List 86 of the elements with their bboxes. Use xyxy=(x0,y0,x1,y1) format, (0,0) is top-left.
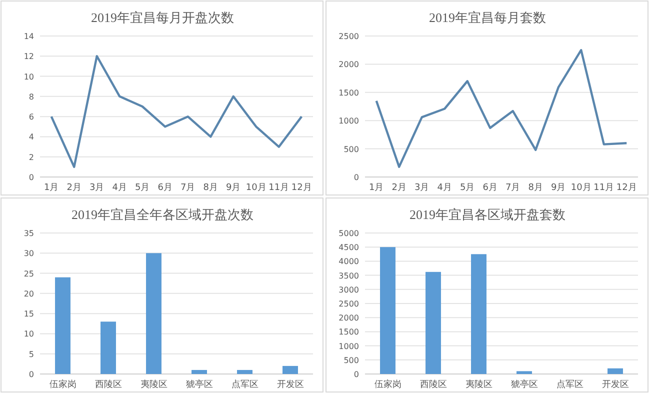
bar xyxy=(380,247,396,374)
y-tick-label: 3500 xyxy=(338,271,359,280)
y-tick-label: 0 xyxy=(354,173,359,182)
bar xyxy=(426,272,441,374)
y-tick-label: 6 xyxy=(28,112,34,122)
y-tick-label: 1000 xyxy=(338,116,359,126)
bar xyxy=(516,371,532,374)
y-tick-label: 1500 xyxy=(338,328,359,337)
line-series xyxy=(375,49,628,168)
y-tick-label: 2500 xyxy=(338,300,359,308)
x-tick-label: 点军区 xyxy=(231,379,258,390)
bar xyxy=(100,322,116,374)
x-tick-label: 10月 xyxy=(246,183,266,193)
y-tick-label: 0 xyxy=(354,370,359,379)
y-tick-label: 0 xyxy=(28,370,34,379)
x-tick-label: 11月 xyxy=(268,183,290,193)
chart-title: 2019年宜昌全年各区域开盘次数 xyxy=(72,207,254,222)
x-tick-label: 猇亭区 xyxy=(510,379,538,390)
x-tick-label: 夷陵区 xyxy=(465,379,492,390)
y-tick-label: 35 xyxy=(24,229,34,238)
y-tick-label: 3000 xyxy=(338,285,359,294)
x-tick-label: 伍家岗 xyxy=(374,379,402,390)
x-tick-label: 1月 xyxy=(44,183,59,193)
y-tick-label: 4000 xyxy=(338,257,359,266)
y-tick-label: 2 xyxy=(28,152,34,162)
x-tick-label: 12月 xyxy=(616,183,637,193)
y-tick-label: 500 xyxy=(344,356,359,365)
line-series xyxy=(50,55,303,168)
y-tick-label: 8 xyxy=(28,92,34,102)
x-tick-label: 3月 xyxy=(90,183,104,193)
x-tick-label: 5月 xyxy=(460,183,475,193)
x-tick-label: 2月 xyxy=(66,183,82,193)
y-tick-label: 1000 xyxy=(338,342,359,351)
x-tick-label: 4月 xyxy=(437,183,452,193)
y-tick-label: 4 xyxy=(28,132,34,142)
y-tick-label: 0 xyxy=(28,173,34,182)
x-tick-label: 西陵区 xyxy=(94,379,122,390)
y-tick-label: 12 xyxy=(24,52,34,62)
x-tick-label: 开发区 xyxy=(602,379,629,390)
x-tick-label: 6月 xyxy=(482,183,498,193)
x-tick-label: 11月 xyxy=(594,183,614,193)
x-tick-label: 9月 xyxy=(551,183,566,193)
x-tick-label: 8月 xyxy=(528,183,543,193)
x-tick-label: 6月 xyxy=(158,183,172,193)
y-tick-label: 5000 xyxy=(338,229,359,238)
chart-title: 2019年宜昌每月套数 xyxy=(429,10,546,25)
x-tick-label: 4月 xyxy=(112,183,127,193)
x-tick-label: 8月 xyxy=(203,183,218,193)
bar xyxy=(282,366,298,374)
y-tick-label: 2000 xyxy=(338,314,359,323)
y-tick-label: 20 xyxy=(24,289,34,298)
y-tick-label: 10 xyxy=(24,330,34,339)
y-tick-label: 25 xyxy=(24,269,34,278)
bar xyxy=(146,253,162,374)
x-tick-label: 开发区 xyxy=(276,379,304,390)
x-tick-label: 10月 xyxy=(570,183,592,193)
x-tick-label: 5月 xyxy=(135,183,150,193)
x-tick-label: 夷陵区 xyxy=(140,379,168,390)
chart-title: 2019年宜昌每月开盘次数 xyxy=(91,10,234,25)
x-tick-label: 2月 xyxy=(392,183,406,193)
x-tick-label: 1月 xyxy=(369,183,384,193)
x-tick-label: 3月 xyxy=(414,183,430,193)
x-tick-label: 7月 xyxy=(506,183,520,193)
y-tick-label: 30 xyxy=(24,249,34,258)
y-tick-label: 1500 xyxy=(338,88,359,98)
bar xyxy=(55,277,70,374)
x-tick-label: 伍家岗 xyxy=(49,379,76,390)
y-tick-label: 15 xyxy=(24,310,34,319)
x-tick-label: 9月 xyxy=(226,183,241,193)
x-tick-label: 12月 xyxy=(291,183,312,193)
y-tick-label: 2500 xyxy=(338,32,359,41)
x-tick-label: 点军区 xyxy=(556,379,584,390)
chart-title: 2019年宜昌各区域开盘套数 xyxy=(410,207,566,222)
bar xyxy=(471,254,486,374)
x-tick-label: 7月 xyxy=(180,183,196,193)
x-tick-label: 西陵区 xyxy=(420,379,447,390)
y-tick-label: 2000 xyxy=(338,60,359,70)
bar xyxy=(192,370,207,374)
x-tick-label: 猇亭区 xyxy=(186,379,213,390)
bar xyxy=(237,370,252,374)
y-tick-label: 10 xyxy=(24,72,34,82)
y-tick-label: 5 xyxy=(28,350,34,359)
y-tick-label: 4500 xyxy=(338,243,359,252)
bar xyxy=(608,368,623,374)
y-tick-label: 14 xyxy=(24,32,34,41)
y-tick-label: 500 xyxy=(344,144,359,154)
